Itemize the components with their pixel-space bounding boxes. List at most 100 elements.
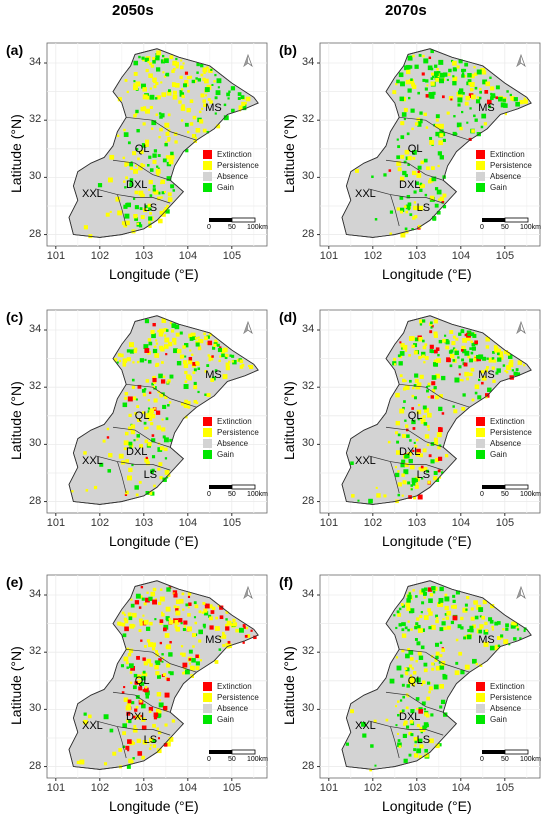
habitat-cell xyxy=(470,94,476,100)
habitat-cell xyxy=(148,155,152,159)
habitat-cell xyxy=(504,370,507,373)
habitat-cell xyxy=(405,156,410,161)
region-boundary xyxy=(390,194,400,227)
habitat-cell xyxy=(206,66,209,69)
habitat-cell xyxy=(502,98,506,102)
y-tick-label: 30 xyxy=(29,702,42,715)
x-tick-label: 105 xyxy=(222,782,242,794)
habitat-cell xyxy=(469,347,472,350)
habitat-cell xyxy=(124,431,129,436)
habitat-cell xyxy=(482,356,487,361)
habitat-cell xyxy=(443,712,448,717)
habitat-cell xyxy=(157,191,161,195)
habitat-cell xyxy=(412,84,417,89)
habitat-cell xyxy=(149,62,153,66)
habitat-cell xyxy=(482,599,487,605)
habitat-cell xyxy=(161,427,166,432)
habitat-cell xyxy=(202,623,206,627)
legend-label: Absence xyxy=(217,172,249,181)
habitat-cell xyxy=(135,705,139,709)
habitat-cell xyxy=(224,356,228,360)
habitat-cell xyxy=(136,405,140,408)
habitat-cell xyxy=(494,621,499,626)
habitat-cell xyxy=(429,195,435,201)
habitat-cell xyxy=(434,658,438,662)
habitat-cell xyxy=(422,725,427,730)
habitat-cell xyxy=(152,375,157,379)
habitat-cell xyxy=(393,357,397,361)
habitat-cell xyxy=(151,642,156,647)
legend-item: Absence xyxy=(476,438,532,449)
habitat-cell xyxy=(404,419,407,422)
habitat-cell xyxy=(125,490,129,495)
habitat-cell xyxy=(163,334,167,337)
habitat-cell xyxy=(248,364,251,368)
habitat-cell xyxy=(142,670,146,674)
habitat-cell xyxy=(422,339,425,343)
habitat-cell xyxy=(427,412,432,418)
habitat-cell xyxy=(197,336,200,339)
habitat-cell xyxy=(242,106,247,111)
legend-label: Extinction xyxy=(490,417,525,426)
habitat-cell xyxy=(204,393,207,396)
habitat-cell xyxy=(465,608,468,611)
habitat-cell xyxy=(170,151,174,156)
habitat-cell xyxy=(430,77,434,80)
panel-label: (f) xyxy=(279,574,293,590)
habitat-cell xyxy=(209,100,213,104)
legend-swatch xyxy=(203,183,212,192)
habitat-cell xyxy=(144,348,150,353)
habitat-cell xyxy=(175,57,178,61)
habitat-cell xyxy=(433,359,437,363)
habitat-cell xyxy=(408,679,413,684)
habitat-cell xyxy=(150,329,155,335)
x-tick-label: 103 xyxy=(407,517,427,529)
habitat-cell xyxy=(179,331,183,335)
habitat-cell xyxy=(458,332,462,336)
habitat-cell xyxy=(497,357,502,362)
habitat-cell xyxy=(125,705,131,711)
habitat-cell xyxy=(228,90,231,93)
habitat-cell xyxy=(435,655,439,660)
habitat-cell xyxy=(141,56,145,60)
habitat-cell xyxy=(155,653,160,657)
region-boundary xyxy=(390,461,400,494)
habitat-cell xyxy=(466,330,472,336)
habitat-cell xyxy=(208,614,212,618)
habitat-cell xyxy=(155,410,161,415)
habitat-cell xyxy=(405,725,410,729)
habitat-cell xyxy=(183,403,189,409)
habitat-cell xyxy=(174,620,180,625)
habitat-cell xyxy=(117,210,123,216)
habitat-cell xyxy=(418,205,424,211)
habitat-cell xyxy=(203,103,207,107)
habitat-cell xyxy=(481,70,487,75)
legend-label: Persistence xyxy=(490,161,532,170)
habitat-cell xyxy=(117,621,122,626)
habitat-cell xyxy=(400,81,405,87)
habitat-cell xyxy=(153,407,156,410)
habitat-cell xyxy=(452,76,458,82)
habitat-cell xyxy=(167,192,172,197)
habitat-cell xyxy=(131,385,135,389)
habitat-cell xyxy=(425,79,429,83)
scale-bar-segment xyxy=(504,484,529,490)
y-tick-label: 34 xyxy=(29,323,42,335)
region-boundary xyxy=(368,720,444,736)
habitat-cell xyxy=(406,684,410,688)
habitat-cell xyxy=(83,712,87,716)
habitat-cell xyxy=(237,92,242,96)
habitat-cell xyxy=(195,401,199,405)
habitat-cell xyxy=(198,119,204,124)
habitat-cell xyxy=(181,104,185,108)
habitat-cell xyxy=(126,647,130,651)
province-outline xyxy=(341,315,532,505)
x-tick-label: 102 xyxy=(90,517,110,529)
habitat-cell xyxy=(219,615,224,620)
habitat-cell xyxy=(191,353,194,357)
habitat-cell xyxy=(397,742,402,748)
habitat-cell xyxy=(385,718,389,722)
habitat-cell xyxy=(169,640,172,644)
habitat-cell xyxy=(154,353,160,358)
habitat-cell xyxy=(184,399,188,404)
